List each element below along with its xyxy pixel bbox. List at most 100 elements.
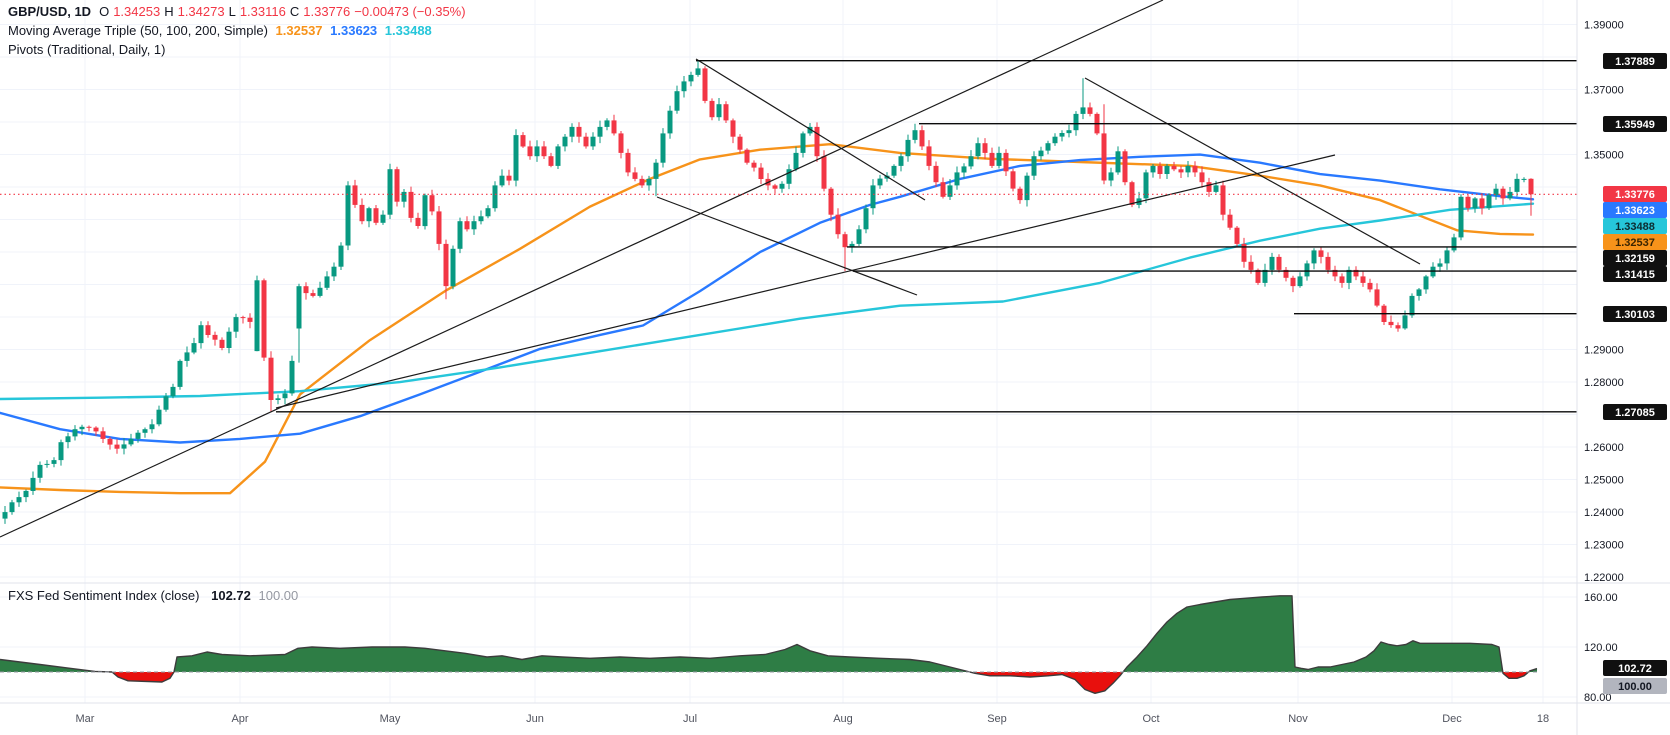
candle <box>23 489 29 503</box>
time-axis-label: Jul <box>683 713 697 725</box>
price-badge: 1.32159 <box>1603 250 1667 266</box>
candle <box>968 150 974 170</box>
time-axis-label: Nov <box>1288 713 1308 725</box>
candle <box>191 337 197 355</box>
price-badge: 1.33623 <box>1603 202 1667 218</box>
price-badge: 1.31415 <box>1603 266 1667 282</box>
pivots-legend-row[interactable]: Pivots (Traditional, Daily, 1) <box>8 42 170 57</box>
candle <box>100 427 106 443</box>
candle <box>289 355 295 396</box>
candle <box>1514 173 1520 197</box>
candle <box>1318 247 1324 264</box>
candle <box>1444 246 1450 270</box>
ma-line-sma-200 <box>0 202 1535 401</box>
candle <box>1038 146 1044 161</box>
change-value: −0.00473 (−0.35%) <box>354 4 466 19</box>
candle <box>1290 275 1296 293</box>
candle <box>618 131 624 159</box>
svg-text:1.37889: 1.37889 <box>1615 56 1655 68</box>
candle <box>296 283 302 363</box>
candle <box>72 425 78 441</box>
candle <box>1325 252 1331 274</box>
time-axis-label: Jun <box>526 713 544 725</box>
trendline-4[interactable] <box>656 196 918 296</box>
trendline-3[interactable] <box>695 58 926 201</box>
candle <box>436 206 442 251</box>
candle <box>835 208 841 239</box>
candle <box>1227 209 1233 230</box>
candle <box>1080 78 1086 120</box>
candle <box>394 166 400 207</box>
sentiment-value: 102.72 <box>211 588 251 603</box>
svg-text:102.72: 102.72 <box>1618 663 1652 675</box>
candle <box>947 179 953 200</box>
candle <box>401 189 407 208</box>
candle <box>1241 237 1247 268</box>
candle <box>842 231 848 272</box>
price-axis-label: 1.35000 <box>1584 150 1624 162</box>
pivots-indicator-title: Pivots (Traditional, Daily, 1) <box>8 42 166 57</box>
candle <box>415 212 421 229</box>
candle <box>352 179 358 208</box>
trendline-2[interactable] <box>275 154 1336 409</box>
candle <box>177 359 183 390</box>
candle <box>93 426 99 436</box>
candle <box>205 321 211 338</box>
time-axis-label: May <box>380 713 401 725</box>
candle <box>233 313 239 338</box>
symbol-legend-row[interactable]: GBP/USD, 1D O 1.34253 H 1.34273 L 1.33116 C 1.33… <box>8 4 470 19</box>
price-badge: 1.33776 <box>1603 186 1667 202</box>
price-badge: 102.72 <box>1603 660 1667 676</box>
candle <box>800 131 806 158</box>
candle <box>681 76 687 98</box>
candle <box>583 132 589 149</box>
candle <box>639 175 645 188</box>
candle <box>541 141 547 159</box>
candle <box>898 153 904 172</box>
candle <box>499 169 505 188</box>
ma-legend-row[interactable]: Moving Average Triple (50, 100, 200, Sim… <box>8 23 436 38</box>
candle <box>429 189 435 216</box>
candle <box>1486 193 1492 210</box>
time-axis-label: Aug <box>833 713 853 725</box>
candle <box>303 282 309 300</box>
sentiment-legend-row[interactable]: FXS Fed Sentiment Index (close) 102.72 1… <box>8 588 302 603</box>
candle <box>786 164 792 190</box>
candle <box>1416 288 1422 301</box>
candle <box>79 424 85 436</box>
candle <box>86 425 92 432</box>
candle <box>16 491 22 507</box>
candle <box>1171 161 1177 172</box>
ma50-value: 1.32537 <box>275 23 323 38</box>
candle <box>1262 263 1268 287</box>
candle <box>632 167 638 182</box>
price-badge: 1.27085 <box>1603 404 1667 420</box>
candle <box>513 129 519 187</box>
candle <box>1346 266 1352 290</box>
candle <box>1192 161 1198 177</box>
sentiment-area-negative <box>0 672 1537 694</box>
candle <box>1010 168 1016 192</box>
candle <box>184 346 190 367</box>
sentiment-axis-label: 80.00 <box>1584 692 1612 704</box>
candle <box>751 160 757 172</box>
candle <box>37 461 43 483</box>
close-value: 1.33776 <box>303 4 351 19</box>
candle <box>338 242 344 270</box>
price-scale[interactable]: 1.39000 1.37000 1.35000 1.29000 1.28000 1.260… <box>1576 0 1670 735</box>
candle <box>310 289 316 298</box>
candle <box>975 137 981 160</box>
trendline-1[interactable] <box>0 0 1164 538</box>
trendline-5[interactable] <box>1084 77 1421 265</box>
candle <box>1108 167 1114 187</box>
candle <box>709 98 715 121</box>
close-label: C <box>289 4 300 19</box>
time-axis[interactable]: Mar Apr May Jun Jul Aug Sep Oct Nov Dec 18 <box>0 702 1670 735</box>
sentiment-line <box>0 595 1538 694</box>
low-value: 1.33116 <box>239 4 286 19</box>
ma200-value: 1.33488 <box>384 23 432 38</box>
candle <box>828 187 834 222</box>
svg-text:1.33488: 1.33488 <box>1615 221 1655 233</box>
moving-averages <box>0 142 1535 495</box>
